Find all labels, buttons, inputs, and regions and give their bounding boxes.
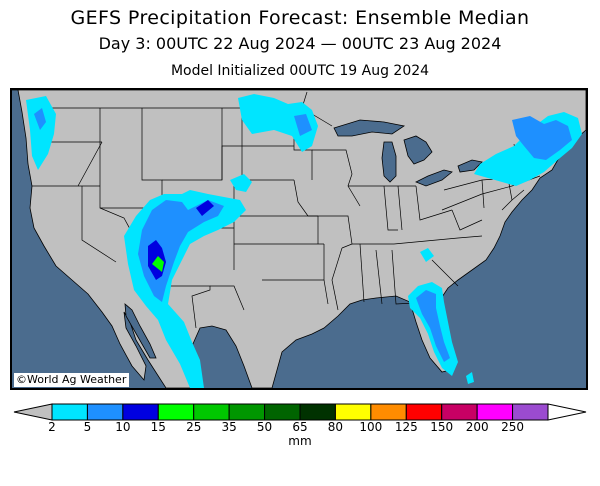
color-legend [13,403,587,421]
precip-north-carolina [420,248,434,262]
legend-color-boxes [51,403,549,421]
legend-right-arrow [547,403,587,421]
precip-caribbean [466,372,474,384]
legend-swatch [299,403,336,421]
precip-northern-plains [238,94,318,152]
forecast-period: Day 3: 00UTC 22 Aug 2024 — 00UTC 23 Aug … [98,34,502,53]
precip-colorado [230,174,252,192]
legend-swatch [51,403,88,421]
legend-swatch [370,403,407,421]
map-title: GEFS Precipitation Forecast: Ensemble Me… [70,7,530,29]
gulf-of-california [124,303,157,359]
legend-tick-label: 50 [256,420,273,434]
legend-swatch [476,403,514,421]
legend-tick-label: 10 [115,420,131,434]
precip-northeast-core [512,116,572,160]
legend-swatch [264,403,301,421]
precip-northern-plains-core [294,114,312,136]
great-lakes [333,119,483,187]
legend-tick-label: 5 [83,420,92,434]
legend-tick-label: 150 [430,420,454,434]
legend-tick-label: 15 [150,420,166,434]
legend-tick-label: 125 [394,420,418,434]
legend-swatch [441,403,478,421]
legend-swatch [122,403,159,421]
precipitation-map: ©World Ag Weather [10,88,588,390]
legend-tick-label: 25 [186,420,202,434]
precip-pacific-nw-core [34,108,46,130]
legend-unit: mm [288,434,312,448]
legend-swatch [193,403,230,421]
precip-southwest-25 [152,256,164,272]
precip-pacific-nw [26,96,56,170]
legend-left-arrow [13,403,53,421]
legend-swatch [228,403,266,421]
legend-tick-label: 250 [501,420,525,434]
legend-tick-label: 35 [221,420,237,434]
precip-southwest-15b [196,200,214,216]
precipitation-shading [26,94,582,388]
legend-tick-label: 100 [359,420,383,434]
legend-swatch [334,403,372,421]
legend-tick-label: 65 [292,420,308,434]
legend-tick-label: 200 [465,420,489,434]
legend-swatch [512,403,549,421]
credit-label: ©World Ag Weather [14,373,130,387]
legend-tick-label: 2 [48,420,56,434]
legend-swatch [157,403,195,421]
map-canvas [12,90,586,388]
precip-southeast-core [416,290,450,362]
model-init-time: Model Initialized 00UTC 19 Aug 2024 [170,63,430,79]
legend-tick-label: 80 [327,420,344,434]
legend-swatch [405,403,443,421]
legend-swatch [86,403,124,421]
